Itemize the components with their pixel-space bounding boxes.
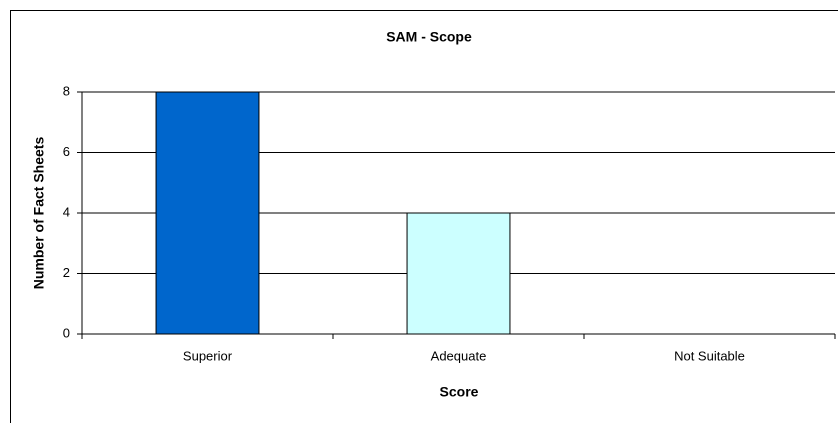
y-tick-label: 4 (63, 204, 70, 219)
y-tick-label: 8 (63, 83, 70, 98)
y-tick-label: 2 (63, 265, 70, 280)
x-tick-label: Adequate (431, 348, 487, 363)
bar (406, 212, 511, 335)
y-tick-label: 6 (63, 144, 70, 159)
y-tick-label: 0 (63, 325, 70, 340)
y-axis-label: Number of Fact Sheets (31, 137, 47, 290)
x-tick-label: Not Suitable (674, 348, 745, 363)
x-tick-label: Superior (183, 348, 233, 363)
x-axis-label: Score (440, 384, 479, 400)
chart-title: SAM - Scope (386, 29, 472, 45)
bar (155, 91, 260, 335)
